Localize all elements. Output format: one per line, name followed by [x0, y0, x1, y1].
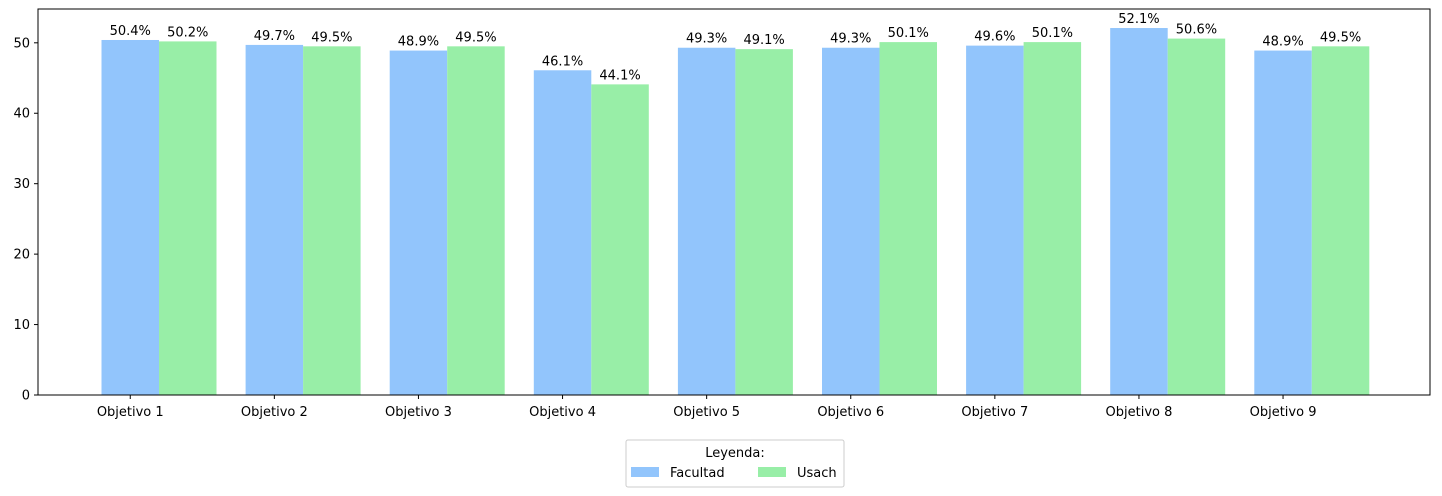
bar-label-facultad-9: 48.9%: [1262, 35, 1303, 50]
bar-facultad-6: [822, 47, 880, 395]
bar-facultad-1: [101, 39, 159, 395]
bar-facultad-4: [533, 70, 592, 396]
bar-label-facultad-8: 52.1%: [1118, 12, 1159, 27]
x-tick-label-9: Objetivo 9: [1250, 405, 1317, 420]
bar-usach-6: [879, 42, 937, 396]
bar-facultad-7: [966, 45, 1024, 395]
y-tick-label-50: 50: [13, 36, 30, 51]
bar-label-facultad-5: 49.3%: [686, 32, 727, 47]
bar-facultad-8: [1110, 28, 1168, 395]
bar-label-usach-1: 50.2%: [167, 25, 208, 40]
bar-label-usach-4: 44.1%: [599, 68, 640, 83]
legend-box: [625, 439, 845, 488]
bar-usach-1: [159, 41, 217, 395]
x-tick-label-2: Objetivo 2: [241, 405, 308, 420]
bar-label-facultad-7: 49.6%: [974, 30, 1015, 45]
bar-label-facultad-3: 48.9%: [398, 35, 439, 50]
bar-label-facultad-1: 50.4%: [110, 24, 151, 39]
x-tick-label-5: Objetivo 5: [673, 405, 740, 420]
plot-frame: [37, 8, 1431, 396]
x-axis: Objetivo 1 Objetivo 2 Objetivo 3 Objetivo 4…: [97, 395, 1317, 420]
legend-swatch-usach: [758, 467, 786, 477]
bar-facultad-9: [1254, 50, 1312, 395]
bar-facultad-3: [389, 50, 448, 395]
y-tick-label-30: 30: [13, 177, 30, 192]
y-tick-label-40: 40: [13, 107, 30, 122]
legend: Leyenda: Facultad Usach: [625, 439, 845, 488]
y-axis: 0 10 20 30 40 50: [13, 36, 38, 404]
bar-usach-3: [447, 46, 505, 395]
y-tick-label-20: 20: [13, 248, 30, 263]
x-tick-label-4: Objetivo 4: [529, 405, 596, 420]
x-tick-label-1: Objetivo 1: [97, 405, 164, 420]
bar-usach-5: [735, 49, 793, 396]
bar-facultad-2: [245, 44, 304, 395]
bars-layer: [101, 28, 1370, 396]
y-tick-label-0: 0: [22, 389, 30, 404]
legend-label-facultad: Facultad: [670, 466, 725, 481]
bar-labels-layer: 50.4% 50.2% 49.7% 49.5% 48.9% 49.5% 46.1% 44.1%…: [110, 12, 1362, 83]
bar-label-facultad-6: 49.3%: [830, 32, 871, 47]
bar-label-usach-6: 50.1%: [888, 26, 929, 41]
bar-label-usach-3: 49.5%: [455, 30, 496, 45]
x-tick-label-8: Objetivo 8: [1106, 405, 1173, 420]
y-tick-label-10: 10: [13, 318, 30, 333]
bar-usach-2: [303, 46, 361, 395]
legend-title: Leyenda:: [705, 446, 765, 461]
bar-label-usach-5: 49.1%: [743, 33, 784, 48]
bar-label-usach-2: 49.5%: [311, 30, 352, 45]
bar-label-usach-8: 50.6%: [1176, 23, 1217, 38]
legend-swatch-facultad: [631, 467, 659, 477]
bar-usach-4: [591, 84, 649, 395]
bar-facultad-5: [677, 47, 736, 395]
bar-label-usach-9: 49.5%: [1320, 30, 1361, 45]
bar-label-facultad-2: 49.7%: [254, 29, 295, 44]
bar-label-facultad-4: 46.1%: [542, 54, 583, 69]
x-tick-label-3: Objetivo 3: [385, 405, 452, 420]
legend-label-usach: Usach: [797, 466, 837, 481]
x-tick-label-6: Objetivo 6: [817, 405, 884, 420]
bar-usach-8: [1167, 38, 1226, 395]
bar-usach-9: [1311, 46, 1370, 395]
bar-label-usach-7: 50.1%: [1032, 26, 1073, 41]
bar-usach-7: [1023, 42, 1082, 396]
x-tick-label-7: Objetivo 7: [961, 405, 1028, 420]
